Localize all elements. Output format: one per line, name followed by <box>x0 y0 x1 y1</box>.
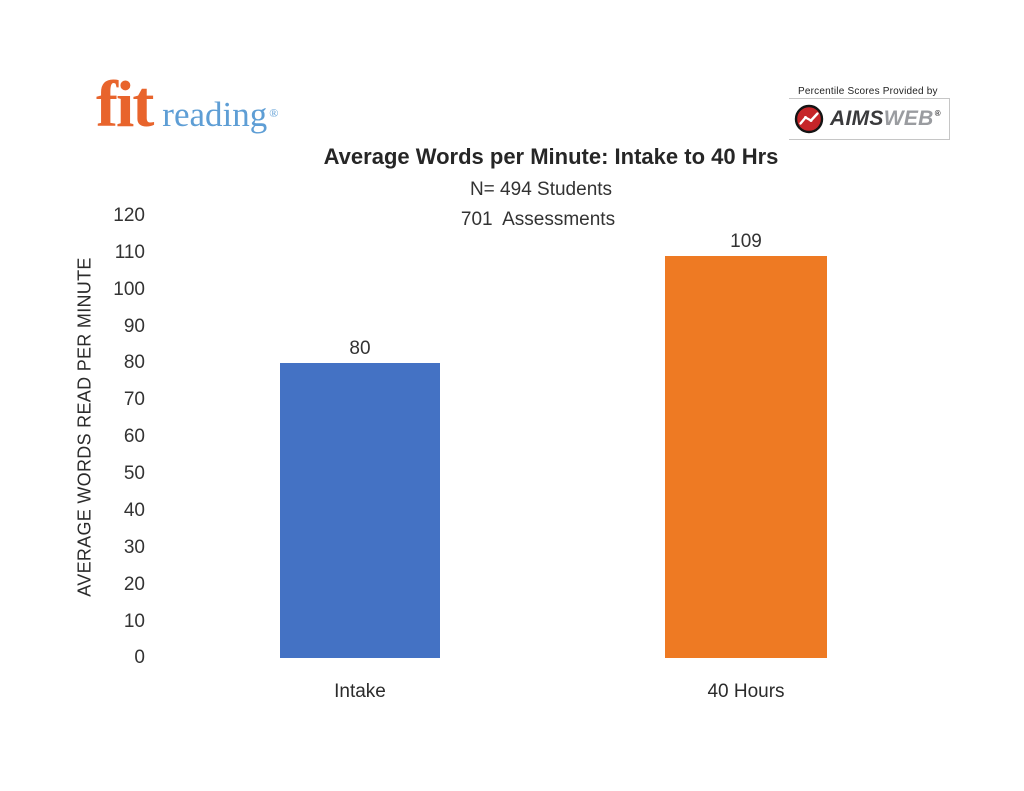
y-tick-110: 110 <box>114 242 145 263</box>
fit-logo-word-fit: fit <box>96 68 154 141</box>
registered-trademark-icon: ® <box>934 109 941 118</box>
y-tick-70: 70 <box>123 389 145 410</box>
y-tick-80: 80 <box>123 352 145 373</box>
y-tick-50: 50 <box>123 463 145 484</box>
bar-40-hours <box>665 256 827 658</box>
bar-intake <box>280 363 440 658</box>
aimsweb-wordmark: AIMS WEB ® <box>830 107 941 131</box>
bar-column-40-hours: 109 <box>665 232 827 658</box>
provider-caption: Percentile Scores Provided by <box>798 86 938 97</box>
y-tick-10: 10 <box>123 611 145 632</box>
y-tick-30: 30 <box>123 537 145 558</box>
y-tick-120: 120 <box>113 205 145 226</box>
aimsweb-web-text: WEB <box>883 107 934 130</box>
fit-logo-word-reading: reading <box>162 95 268 134</box>
x-category-intake: Intake <box>334 681 386 702</box>
y-tick-100: 100 <box>113 279 145 300</box>
line-chart-icon <box>794 104 824 134</box>
y-tick-40: 40 <box>123 500 145 521</box>
fit-reading-logo: fit reading ® <box>96 72 278 138</box>
aimsweb-logo: AIMS WEB ® <box>789 98 950 140</box>
registered-trademark-icon: ® <box>269 106 279 120</box>
y-tick-90: 90 <box>123 316 145 337</box>
bar-column-intake: 80 <box>280 339 440 658</box>
data-label-intake: 80 <box>349 338 371 359</box>
aimsweb-aims-text: AIMS <box>830 107 884 130</box>
chart-subtitle-assessments: 701 Assessments <box>460 209 616 230</box>
data-label-40-hours: 109 <box>730 231 762 252</box>
chart-title: Average Words per Minute: Intake to 40 H… <box>323 144 779 169</box>
y-tick-60: 60 <box>123 426 145 447</box>
chart-subtitle-n-students: N= 494 Students <box>469 179 613 200</box>
y-tick-20: 20 <box>123 574 145 595</box>
y-tick-0: 0 <box>134 647 145 668</box>
x-category-40-hours: 40 Hours <box>707 681 785 702</box>
